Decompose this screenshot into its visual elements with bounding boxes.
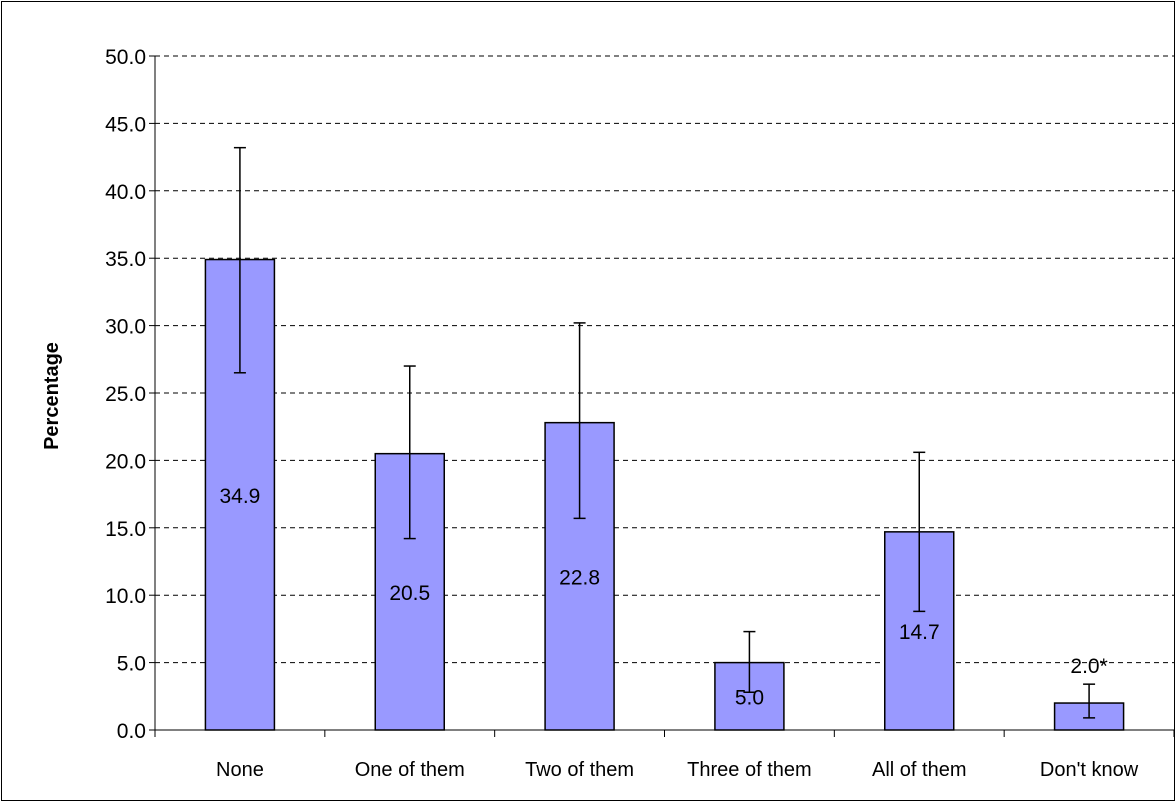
- y-tick-label: 25.0: [105, 383, 146, 406]
- y-tick-label: 5.0: [117, 653, 146, 676]
- y-tick-label: 0.0: [117, 720, 146, 743]
- x-tick-label: None: [216, 759, 264, 781]
- data-label: 14.7: [899, 621, 940, 644]
- data-label: 2.0*: [1070, 655, 1107, 678]
- y-tick-label: 10.0: [105, 585, 146, 608]
- y-tick-label: 35.0: [105, 248, 146, 271]
- x-tick-label: Three of them: [687, 759, 812, 781]
- data-label: 20.5: [389, 582, 430, 605]
- y-axis-label: Percentage: [41, 342, 63, 450]
- y-tick-label: 40.0: [105, 181, 146, 204]
- y-tick-label: 30.0: [105, 316, 146, 339]
- data-label: 5.0: [735, 686, 764, 709]
- x-tick-label: Don't know: [1040, 759, 1139, 781]
- x-tick-label: All of them: [872, 759, 966, 781]
- y-tick-label: 50.0: [105, 46, 146, 69]
- x-tick-label: One of them: [355, 759, 465, 781]
- y-tick-label: 20.0: [105, 450, 146, 473]
- x-tick-labels: None One of them Two of them Three of them A…: [216, 759, 1139, 781]
- y-tick-labels: 0.0 5.0 10.0 15.0 20.0 25.0 30.0 35.0 40.0 45.0 50…: [105, 46, 146, 743]
- data-label: 34.9: [219, 485, 260, 508]
- y-tick-label: 45.0: [105, 113, 146, 136]
- x-tick-label: Two of them: [525, 759, 634, 781]
- y-tick-label: 15.0: [105, 518, 146, 541]
- gridlines: [155, 55, 1174, 664]
- error-bars: [233, 146, 1096, 719]
- axes: [149, 55, 1175, 737]
- data-label: 22.8: [559, 566, 600, 589]
- data-labels: 34.9 20.5 22.8 5.0 14.7 2.0*: [219, 485, 1107, 710]
